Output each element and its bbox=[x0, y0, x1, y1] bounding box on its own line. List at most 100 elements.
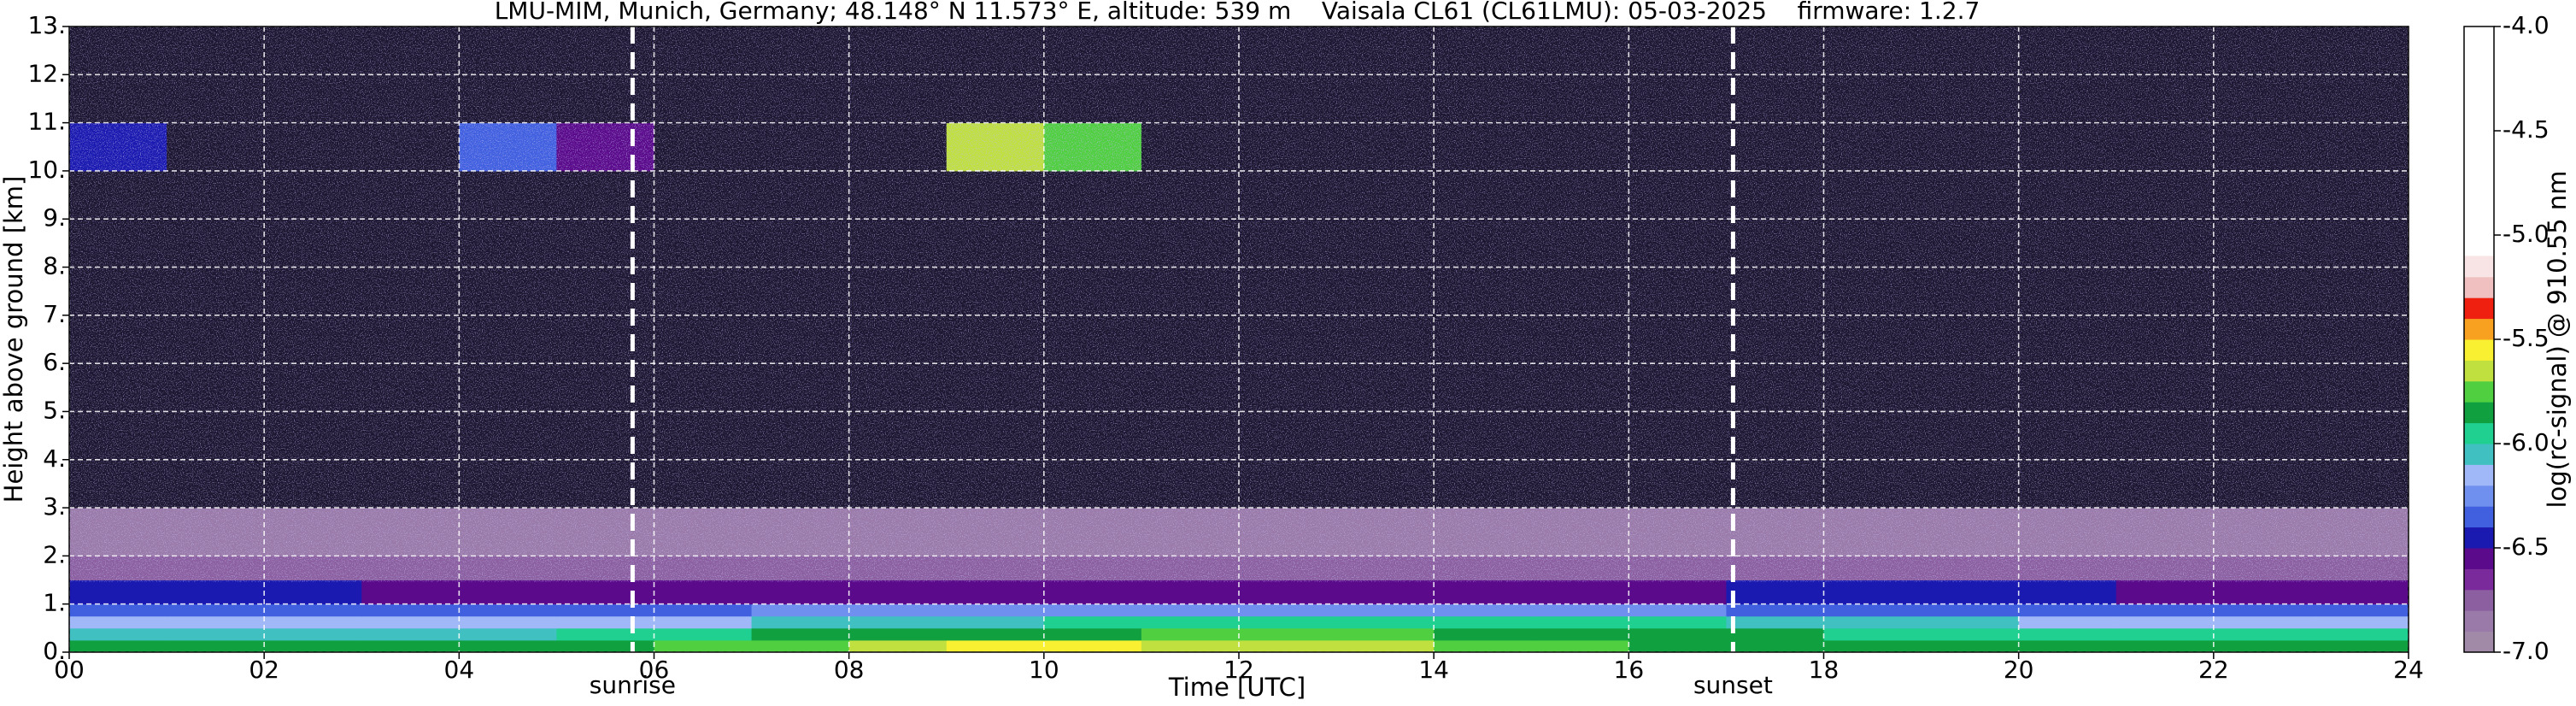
x-tick-label: 22 bbox=[2198, 656, 2229, 684]
heatmap-cell bbox=[1336, 639, 1435, 653]
colorbar-swatch bbox=[2464, 444, 2494, 465]
heatmap-cell bbox=[361, 603, 460, 617]
annotation-label: sunrise bbox=[590, 671, 676, 699]
colorbar-swatch bbox=[2464, 464, 2494, 486]
heatmap-cell bbox=[1726, 639, 1824, 653]
heatmap-cell bbox=[654, 639, 753, 653]
colorbar-swatch bbox=[2464, 506, 2494, 528]
heatmap-cell bbox=[1434, 580, 1532, 605]
heatmap-cell bbox=[751, 580, 850, 605]
heatmap-cell bbox=[69, 603, 167, 617]
heatmap-cell bbox=[751, 615, 850, 629]
colorbar-swatch bbox=[2464, 380, 2494, 403]
heatmap-cell bbox=[2310, 627, 2409, 641]
x-tick-label: 18 bbox=[1809, 656, 1840, 684]
heatmap-cell bbox=[2018, 627, 2117, 641]
heatmap-cell bbox=[654, 603, 753, 617]
heatmap-cell bbox=[1141, 580, 1240, 605]
x-tick-label: 20 bbox=[2004, 656, 2034, 684]
heatmap-cell bbox=[1726, 615, 1824, 629]
x-tick-label: 08 bbox=[834, 656, 865, 684]
heatmap-cell bbox=[2115, 627, 2215, 641]
heatmap-cell bbox=[69, 580, 167, 605]
y-tick-label: 5. bbox=[43, 396, 66, 424]
heatmap-cell bbox=[2115, 580, 2215, 605]
colorbar-over bbox=[2464, 26, 2494, 256]
colorbar-tick-label: -5.0 bbox=[2503, 220, 2550, 248]
heatmap-cell bbox=[1336, 615, 1435, 629]
heatmap-cell bbox=[459, 639, 557, 653]
colorbar-swatch bbox=[2464, 422, 2494, 444]
heatmap-cell bbox=[1921, 580, 2020, 605]
colorbar-swatch bbox=[2464, 485, 2494, 507]
heatmap-cell bbox=[1043, 627, 1142, 641]
heatmap-cell bbox=[848, 627, 948, 641]
heatmap-cell bbox=[946, 615, 1045, 629]
heatmap-cell bbox=[1043, 615, 1142, 629]
heatmap-cell bbox=[2213, 603, 2312, 617]
heatmap-cell bbox=[361, 639, 460, 653]
heatmap-cell bbox=[848, 603, 948, 617]
heatmap-cell bbox=[1336, 580, 1435, 605]
y-axis-label: Height above ground [km] bbox=[0, 176, 28, 503]
colorbar-swatch bbox=[2464, 276, 2494, 298]
heatmap-cell bbox=[459, 603, 557, 617]
y-tick-label: 3. bbox=[43, 492, 66, 521]
heatmap-cell bbox=[654, 580, 753, 605]
heatmap-cell bbox=[167, 580, 265, 605]
heatmap-cell bbox=[2310, 580, 2409, 605]
heatmap-cell bbox=[1921, 639, 2020, 653]
y-tick-label: 1. bbox=[43, 589, 66, 617]
heatmap-cell bbox=[1628, 639, 1727, 653]
colorbar-swatch bbox=[2464, 360, 2494, 382]
heatmap-cell bbox=[2213, 580, 2312, 605]
y-tick-label: 4. bbox=[43, 444, 66, 473]
heatmap-cell bbox=[2115, 615, 2215, 629]
colorbar-swatch bbox=[2464, 527, 2494, 549]
heatmap-cell bbox=[2213, 627, 2312, 641]
heatmap-cell bbox=[167, 639, 265, 653]
x-tick-label: 06 bbox=[639, 656, 670, 684]
heatmap-cell bbox=[69, 615, 167, 629]
heatmap-cell bbox=[1434, 603, 1532, 617]
heatmap-cell bbox=[361, 615, 460, 629]
heatmap-cell bbox=[2018, 580, 2117, 605]
heatmap-cell bbox=[1921, 603, 2020, 617]
colorbar-tick-label: -6.5 bbox=[2503, 532, 2550, 561]
x-tick-label: 12 bbox=[1223, 656, 1254, 684]
heatmap-cell bbox=[69, 639, 167, 653]
heatmap-cell bbox=[1823, 603, 1922, 617]
heatmap-cell bbox=[1141, 615, 1240, 629]
heatmap-cell bbox=[1239, 627, 1337, 641]
heatmap-cell bbox=[751, 639, 850, 653]
colorbar-swatch bbox=[2464, 568, 2494, 591]
heatmap-cell bbox=[459, 627, 557, 641]
heatmap-cell bbox=[1336, 603, 1435, 617]
heatmap-cell bbox=[459, 580, 557, 605]
heatmap-cell bbox=[1628, 580, 1727, 605]
heatmap-cell bbox=[1434, 639, 1532, 653]
heatmap-cell bbox=[1726, 627, 1824, 641]
colorbar-label: log(rc-signal) @ 910.55 nm bbox=[2543, 170, 2572, 508]
heatmap-cell bbox=[1531, 603, 1629, 617]
heatmap-cell bbox=[361, 580, 460, 605]
heatmap-cell bbox=[264, 615, 362, 629]
colorbar-tick-label: -7.0 bbox=[2503, 637, 2550, 665]
heatmap-cell bbox=[2310, 603, 2409, 617]
y-tick-label: 9. bbox=[43, 203, 66, 232]
heatmap-cell bbox=[459, 615, 557, 629]
heatmap-cell bbox=[556, 603, 654, 617]
heatmap-cell bbox=[556, 580, 654, 605]
heatmap-cell bbox=[556, 627, 654, 641]
heatmap-cell bbox=[1823, 615, 1922, 629]
x-tick-label: 04 bbox=[444, 656, 475, 684]
heatmap-cell bbox=[361, 627, 460, 641]
heatmap-cell bbox=[1239, 603, 1337, 617]
colorbar-swatch bbox=[2464, 610, 2494, 632]
colorbar-swatch bbox=[2464, 589, 2494, 611]
heatmap-cell bbox=[167, 615, 265, 629]
colorbar-tick-label: -4.5 bbox=[2503, 115, 2550, 144]
heatmap-cell bbox=[167, 627, 265, 641]
heatmap-cell bbox=[1531, 615, 1629, 629]
y-tick-label: 13. bbox=[27, 11, 66, 39]
